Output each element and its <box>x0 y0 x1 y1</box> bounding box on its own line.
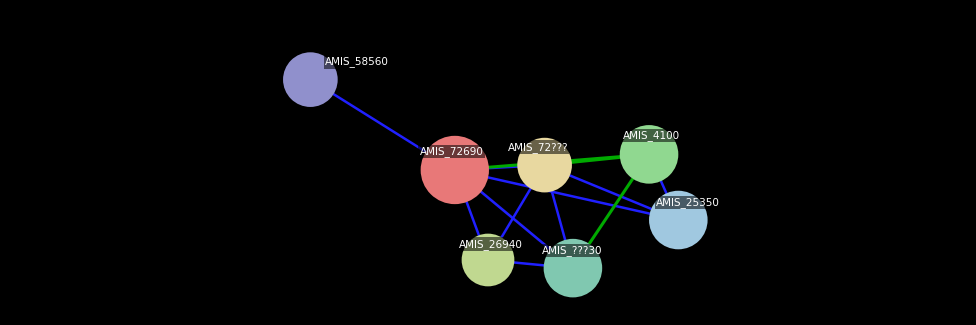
Ellipse shape <box>649 191 708 249</box>
Text: AMIS_???30: AMIS_???30 <box>542 245 602 256</box>
Ellipse shape <box>620 125 678 184</box>
Ellipse shape <box>421 136 489 204</box>
Text: AMIS_58560: AMIS_58560 <box>325 56 388 67</box>
Ellipse shape <box>283 52 338 107</box>
Ellipse shape <box>462 234 514 286</box>
Ellipse shape <box>517 138 572 192</box>
Text: AMIS_72???: AMIS_72??? <box>508 142 568 153</box>
Ellipse shape <box>544 239 602 297</box>
Text: AMIS_4100: AMIS_4100 <box>623 130 680 141</box>
Text: AMIS_25350: AMIS_25350 <box>656 197 719 208</box>
Text: AMIS_26940: AMIS_26940 <box>459 239 522 250</box>
Text: AMIS_72690: AMIS_72690 <box>420 146 483 157</box>
